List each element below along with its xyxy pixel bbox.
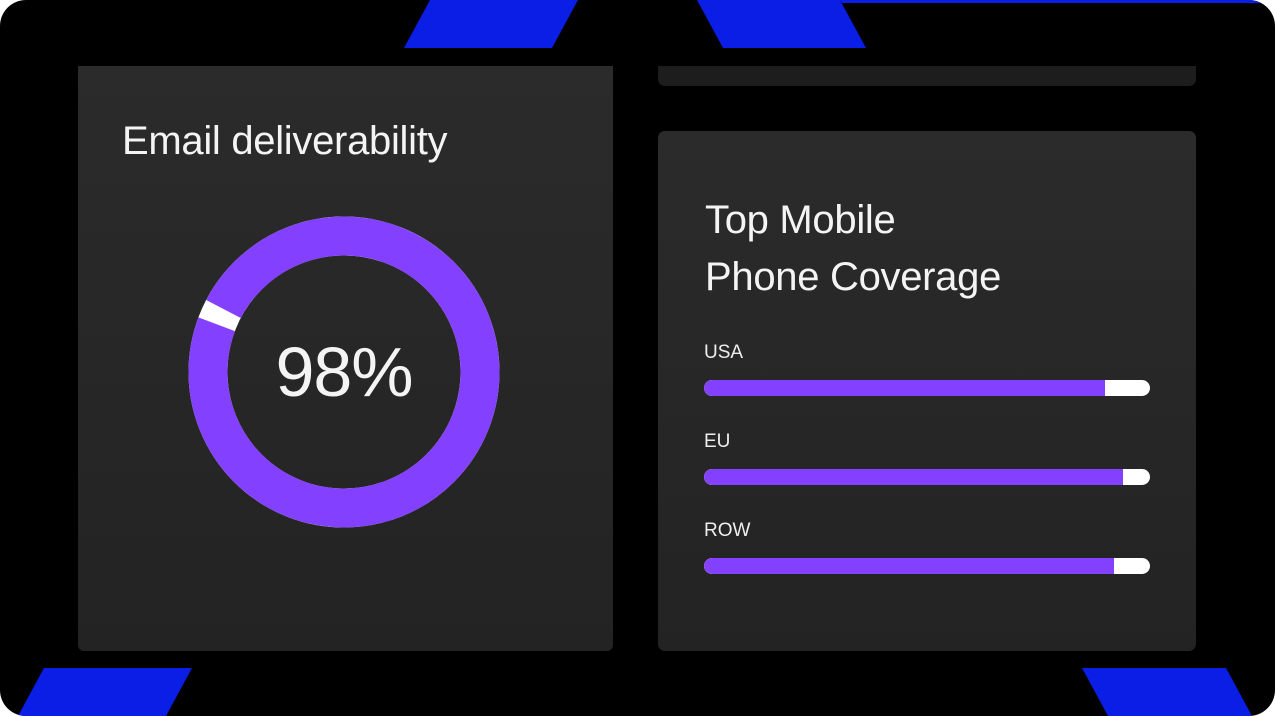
- top-card-edge: [658, 66, 1196, 86]
- coverage-bar-track: [704, 558, 1150, 574]
- coverage-bar-fill: [704, 558, 1115, 574]
- coverage-bar-track: [704, 380, 1150, 396]
- mobile-coverage-title-line2: Phone Coverage: [705, 255, 1002, 299]
- mobile-coverage-card: Top Mobile Phone Coverage USA EU ROW: [658, 131, 1196, 651]
- email-deliverability-card: Email deliverability 98%: [78, 66, 613, 651]
- coverage-bar-fill: [704, 469, 1124, 485]
- email-deliverability-title: Email deliverability: [122, 119, 448, 163]
- donut-fill-arc: [188, 216, 500, 528]
- coverage-bar-fill: [704, 380, 1106, 396]
- deliverability-percent: 98%: [275, 333, 413, 411]
- region-label: EU: [704, 431, 731, 452]
- region-label: ROW: [704, 520, 751, 541]
- mobile-coverage-title: Top Mobile Phone Coverage: [705, 192, 1165, 306]
- mobile-coverage-title-line1: Top Mobile: [705, 198, 896, 242]
- deliverability-donut-chart: 98%: [188, 216, 500, 528]
- coverage-bar-track: [704, 469, 1150, 485]
- region-label: USA: [704, 342, 744, 363]
